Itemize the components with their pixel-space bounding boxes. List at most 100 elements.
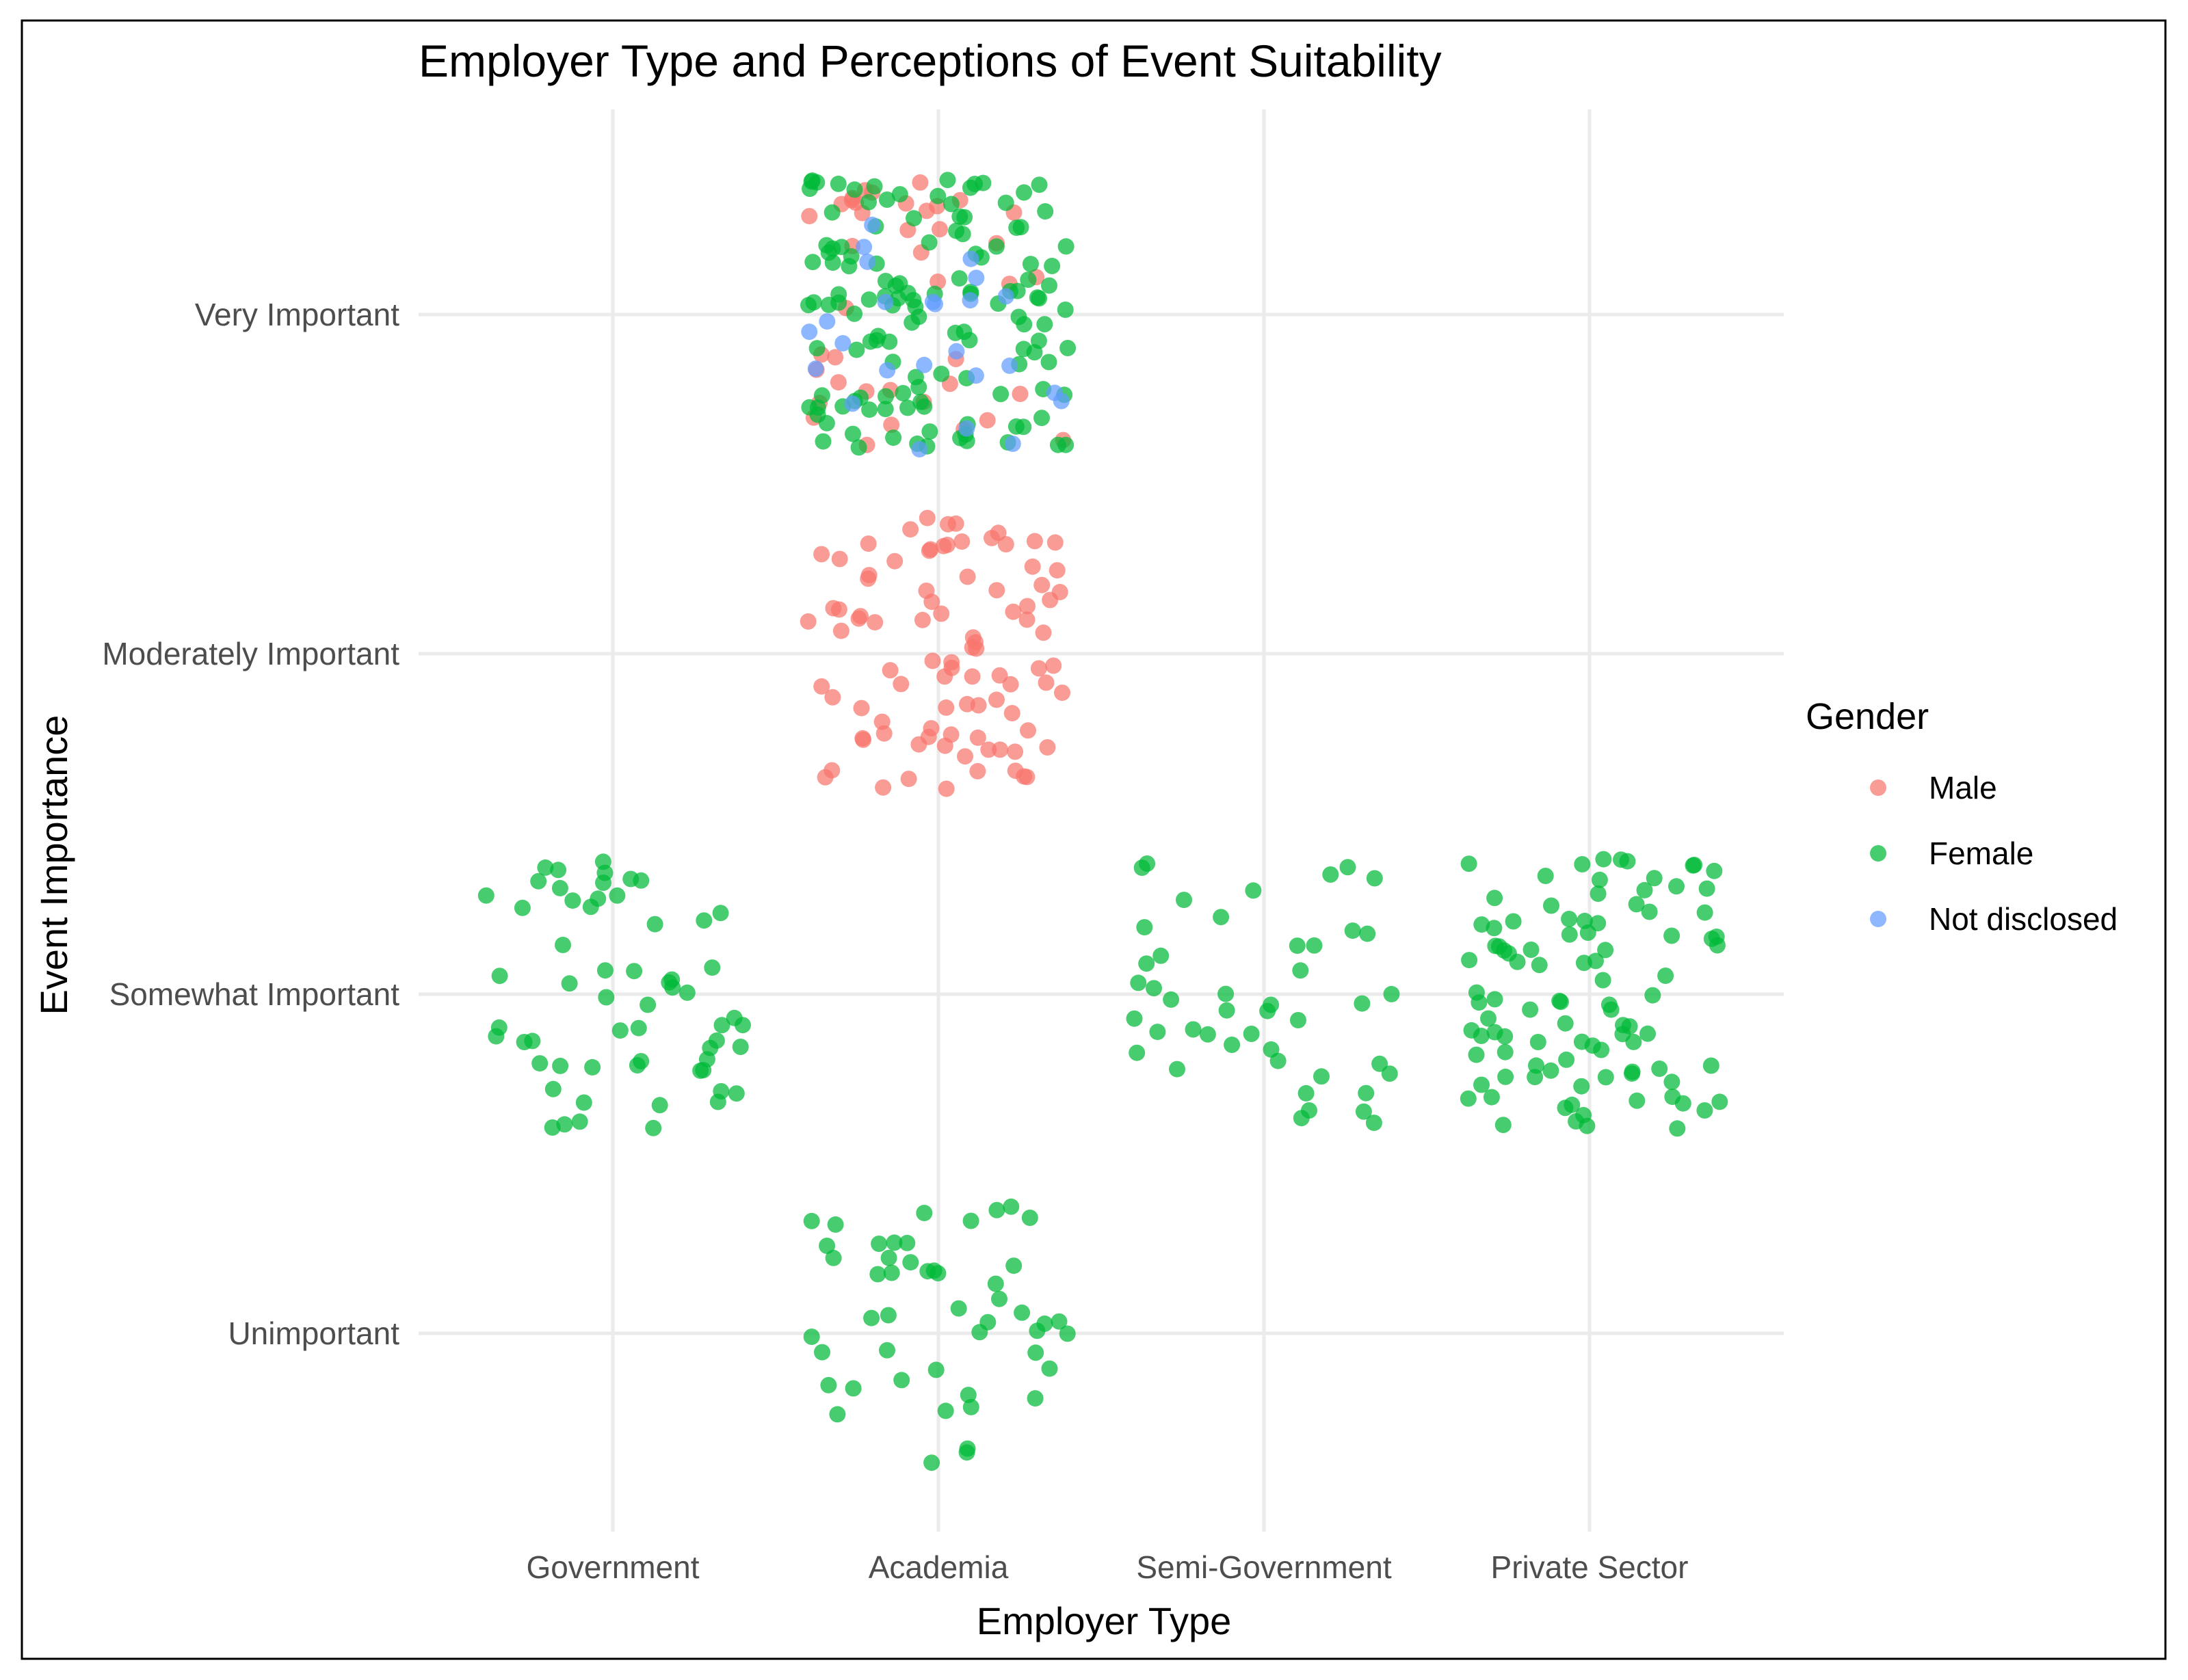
point-female <box>1029 289 1046 306</box>
point-female <box>804 254 821 271</box>
point-female <box>678 984 696 1001</box>
point-female <box>1138 955 1155 972</box>
point-female <box>899 1234 916 1251</box>
point-female <box>921 234 938 251</box>
point-male <box>938 699 955 716</box>
point-female <box>871 1236 888 1252</box>
point-female <box>860 194 877 211</box>
point-female <box>1040 354 1057 371</box>
point-female <box>813 387 830 404</box>
point-male <box>883 416 900 434</box>
point-male <box>832 622 849 639</box>
point-female <box>863 1309 880 1326</box>
point-female <box>1354 995 1371 1012</box>
point-female <box>732 1039 749 1055</box>
point-female <box>1663 1074 1680 1091</box>
point-female <box>951 270 968 287</box>
point-male <box>1033 576 1051 594</box>
point-female <box>1483 1089 1500 1106</box>
point-female <box>1036 316 1053 333</box>
point-male <box>1026 533 1043 550</box>
point-female <box>1579 1117 1596 1134</box>
legend-key-not-disclosed <box>1870 911 1886 927</box>
point-female <box>561 975 578 992</box>
point-male <box>1003 705 1020 721</box>
point-not-disclosed <box>864 216 881 233</box>
point-female <box>862 333 879 350</box>
point-female <box>551 879 568 896</box>
point-female <box>1005 1257 1023 1275</box>
point-female <box>712 905 729 922</box>
point-female <box>696 912 713 929</box>
point-female <box>1021 1210 1038 1226</box>
point-male <box>940 516 956 533</box>
point-female <box>1027 1344 1044 1361</box>
point-female <box>1199 1026 1216 1043</box>
point-female <box>815 433 832 450</box>
x-tick-private-sector: Private Sector <box>1491 1549 1689 1585</box>
point-female <box>893 1372 910 1389</box>
point-female <box>1509 953 1526 970</box>
point-female <box>906 210 922 227</box>
grid <box>419 109 1784 1532</box>
point-female <box>514 899 531 916</box>
point-male <box>1046 534 1064 551</box>
point-female <box>590 890 607 907</box>
point-male <box>902 521 919 538</box>
point-female <box>1292 962 1309 979</box>
point-not-disclosed <box>801 323 818 341</box>
point-male <box>893 676 910 693</box>
point-female <box>971 1324 988 1341</box>
point-not-disclosed <box>968 269 985 286</box>
point-female <box>594 853 611 870</box>
point-female <box>860 291 878 308</box>
point-female <box>575 1094 592 1111</box>
point-female <box>1460 855 1477 872</box>
point-female <box>491 968 508 985</box>
point-female <box>921 423 938 440</box>
point-female <box>803 1329 820 1345</box>
point-female <box>1561 926 1578 943</box>
point-female <box>1322 866 1339 883</box>
point-female <box>1371 1055 1388 1072</box>
chart-title: Employer Type and Perceptions of Event S… <box>419 36 1442 86</box>
point-female <box>823 204 841 221</box>
point-male <box>1020 722 1036 739</box>
point-male <box>830 601 847 618</box>
point-female <box>728 1085 745 1102</box>
point-female <box>1460 1090 1477 1107</box>
point-male <box>1018 769 1036 786</box>
point-female <box>830 175 847 192</box>
point-male <box>831 550 848 568</box>
point-female <box>571 1113 588 1130</box>
point-female <box>1355 1103 1372 1120</box>
point-female <box>1461 952 1478 969</box>
point-male <box>882 662 899 679</box>
point-male <box>1038 674 1055 691</box>
point-female <box>1026 344 1043 361</box>
point-female <box>646 916 663 933</box>
point-female <box>1297 1084 1315 1102</box>
point-female <box>713 1083 730 1099</box>
point-not-disclosed <box>819 313 836 330</box>
point-female <box>1494 1117 1512 1134</box>
point-not-disclosed <box>967 367 984 384</box>
point-female <box>827 1216 844 1233</box>
point-male <box>992 741 1009 758</box>
point-female <box>1480 1010 1497 1027</box>
point-female <box>1590 885 1607 902</box>
point-female <box>992 386 1010 403</box>
point-female <box>1497 1043 1514 1061</box>
point-female <box>991 1290 1007 1307</box>
point-female <box>912 393 930 410</box>
point-female <box>962 179 979 196</box>
point-female <box>902 1254 919 1271</box>
point-female <box>698 1051 715 1068</box>
point-male <box>953 533 971 550</box>
point-female <box>1685 857 1702 874</box>
point-male <box>800 613 817 630</box>
point-female <box>878 388 894 405</box>
point-female <box>1527 1069 1544 1086</box>
point-female <box>1176 892 1192 909</box>
point-male <box>991 667 1008 684</box>
